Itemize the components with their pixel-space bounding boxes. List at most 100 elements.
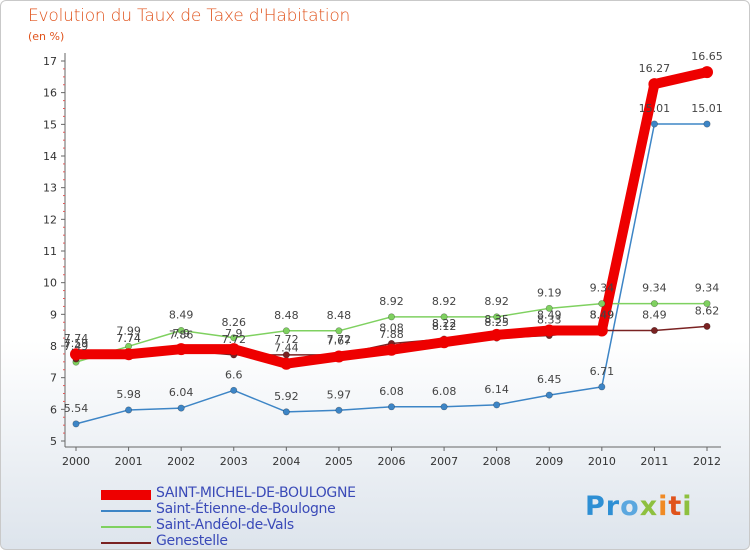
- data-label: 7.44: [274, 342, 299, 355]
- x-tick-label: 2004: [272, 455, 300, 468]
- legend-label: Saint-Andéol-de-Vals: [156, 517, 294, 533]
- data-label: 8.22: [432, 317, 457, 330]
- x-tick-label: 2012: [693, 455, 721, 468]
- data-label: 7.74: [64, 332, 89, 345]
- data-point: [650, 300, 658, 308]
- data-label: 8.35: [484, 313, 509, 326]
- data-point: [227, 343, 240, 356]
- x-tick-label: 2009: [535, 455, 563, 468]
- data-label: 7.49: [64, 340, 89, 353]
- data-label: 5.97: [327, 388, 352, 401]
- data-point: [177, 326, 185, 334]
- data-point: [493, 401, 501, 409]
- x-tick-label: 2000: [62, 455, 90, 468]
- data-point: [175, 343, 188, 356]
- data-label: 8.49: [590, 308, 615, 321]
- data-label: 7.67: [327, 334, 352, 347]
- data-label: 7.74: [116, 332, 141, 345]
- data-point: [230, 386, 238, 394]
- data-point: [282, 327, 290, 335]
- data-label: 5.54: [64, 402, 89, 415]
- y-tick-label: 10: [43, 277, 57, 290]
- x-tick-label: 2007: [430, 455, 458, 468]
- legend-swatch-saint-michel: [101, 490, 151, 500]
- x-tick-label: 2005: [325, 455, 353, 468]
- data-label: 8.25: [484, 316, 509, 329]
- y-tick-label: 12: [43, 213, 57, 226]
- data-label: 16.27: [639, 62, 671, 75]
- data-label: 7.59: [64, 337, 89, 350]
- data-label: 6.6: [225, 368, 243, 381]
- data-label: 7.72: [222, 333, 247, 346]
- x-tick-label: 2003: [220, 455, 248, 468]
- data-point: [335, 406, 343, 414]
- data-label: 7.99: [116, 324, 141, 337]
- logo-letter: r: [605, 491, 621, 522]
- data-point: [650, 120, 658, 128]
- y-tick-label: 17: [43, 55, 57, 68]
- logo-letter: t: [668, 491, 683, 522]
- legend-label: Saint-Étienne-de-Boulogne: [156, 501, 336, 517]
- y-tick-label: 14: [43, 150, 57, 163]
- x-tick-label: 2006: [378, 455, 406, 468]
- y-tick-label: 9: [50, 308, 57, 321]
- data-point: [280, 357, 293, 370]
- proxiti-logo: Proxiti: [585, 491, 693, 522]
- data-point: [598, 383, 606, 391]
- x-tick-label: 2002: [167, 455, 195, 468]
- data-point: [335, 327, 343, 335]
- data-label: 7.72: [274, 333, 299, 346]
- series-labels: 7.74 7.74 7.9 7.97.447.677.888.128.35 8.49 8.…: [64, 50, 723, 415]
- legend-swatch-saint-andeol: [101, 526, 151, 528]
- data-label: 9.34: [642, 282, 667, 295]
- data-label: 8.49: [642, 308, 667, 321]
- data-label: 7.9: [225, 327, 243, 340]
- legend-swatch-genestelle: [101, 542, 151, 544]
- data-label: 15.01: [639, 102, 671, 115]
- series-points: [70, 66, 713, 428]
- x-tick-label: 2008: [483, 455, 511, 468]
- logo-letter: i: [658, 491, 669, 522]
- chart-axes: 5 6 7 8 9 10 11 12 13 14 15 16 17 2000 2001 2002 2003 200…: [43, 53, 721, 468]
- data-label: 7.74: [116, 332, 141, 345]
- data-label: 9.19: [537, 286, 562, 299]
- data-point: [387, 403, 395, 411]
- data-label: 7.72: [327, 333, 352, 346]
- data-label: 7.9: [172, 327, 190, 340]
- x-tick-label: 2001: [115, 455, 143, 468]
- data-point: [70, 348, 82, 361]
- legend-label: Genestelle: [156, 533, 228, 549]
- data-point: [282, 408, 290, 416]
- data-point: [703, 300, 711, 308]
- data-label: 8.92: [379, 295, 404, 308]
- data-point: [598, 300, 606, 308]
- data-label: 6.08: [379, 385, 404, 398]
- data-point: [385, 343, 398, 356]
- data-label: 8.49: [537, 308, 562, 321]
- data-label: 7.86: [169, 328, 194, 341]
- logo-letter: x: [639, 491, 659, 522]
- data-label: 6.71: [590, 365, 615, 378]
- logo-letter: i: [682, 491, 693, 522]
- data-label: 8.92: [484, 295, 509, 308]
- data-label: 15.01: [691, 102, 723, 115]
- data-point: [230, 334, 238, 342]
- y-tick-label: 16: [43, 87, 57, 100]
- chart-title: Evolution du Taux de Taxe d'Habitation: [28, 6, 351, 26]
- data-point: [703, 120, 711, 128]
- x-tick-label: 2010: [588, 455, 616, 468]
- data-label: 8.48: [274, 309, 299, 322]
- data-point: [122, 348, 135, 361]
- data-label: 5.92: [274, 390, 299, 403]
- y-tick-label: 15: [43, 118, 57, 131]
- data-label: 6.04: [169, 386, 194, 399]
- data-point: [545, 304, 553, 312]
- data-label: 8.08: [379, 321, 404, 334]
- legend-label: SAINT-MICHEL-DE-BOULOGNE: [156, 485, 356, 501]
- data-point: [543, 324, 556, 337]
- data-point: [440, 403, 448, 411]
- y-tick-label: 7: [50, 372, 57, 385]
- data-point: [438, 336, 451, 349]
